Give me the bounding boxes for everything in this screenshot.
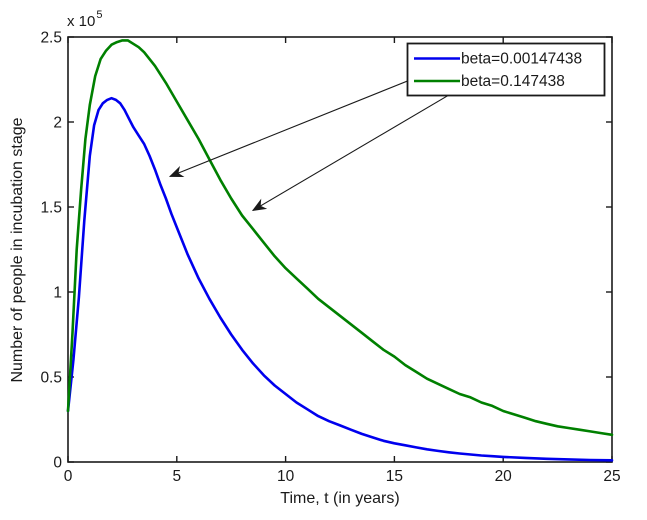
x-tick-label: 25: [603, 468, 620, 485]
y-tick-label: 0: [53, 455, 62, 472]
series-line-1: [66, 39, 614, 437]
y-tick-label: 2: [53, 115, 62, 132]
x-tick-label: 15: [386, 468, 403, 485]
plot-box: [67, 36, 613, 463]
y-exponent-base: x 10: [67, 13, 95, 30]
y-tick-label: 1: [53, 285, 62, 302]
x-axis-label: Time, t (in years): [280, 490, 399, 507]
x-axis-tick-labels: 0 5 10 15 20 25: [64, 468, 621, 485]
y-axis-exponent-label: x 105: [67, 9, 102, 30]
x-tick-label: 5: [172, 468, 181, 485]
y-exponent-power: 5: [96, 9, 102, 21]
legend-label-blue: beta=0.00147438: [461, 51, 582, 68]
y-axis-tick-labels: 0 0.5 1 1.5 2 2.5: [40, 30, 62, 472]
series-lines: [66, 39, 614, 462]
legend: beta=0.00147438 beta=0.147438: [406, 42, 606, 97]
series-line-0: [66, 96, 614, 462]
x-tick-label: 0: [64, 468, 73, 485]
legend-label-green: beta=0.147438: [461, 73, 565, 90]
y-tick-label: 0.5: [40, 370, 62, 387]
y-tick-label: 1.5: [40, 200, 62, 217]
annotation-arrow-1: [251, 84, 467, 212]
x-tick-label: 10: [277, 468, 295, 485]
x-tick-label: 20: [495, 468, 513, 485]
y-tick-label: 2.5: [40, 30, 62, 47]
y-axis-label: Number of people in incubation stage: [9, 117, 26, 382]
legend-box: [406, 42, 606, 97]
